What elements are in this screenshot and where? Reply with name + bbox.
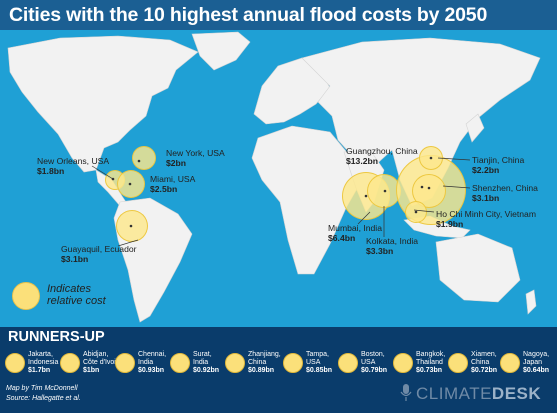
credit-source: Source: Hallegatte et al. (6, 395, 81, 402)
runner-up-bubble (60, 353, 80, 373)
label-miami: Miami, USA $2.5bn (150, 174, 196, 194)
runner-up-item: Jakarta, Indonesia $1.7bn (5, 351, 58, 375)
credit-map: Map by Tim McDonnell (6, 385, 78, 392)
greenland-land (191, 31, 251, 71)
runner-up-item: Zhanjiang, China $0.89bn (225, 351, 281, 375)
runner-up-item: Xiamen, China $0.72bn (448, 351, 500, 375)
north-america-land (7, 35, 199, 173)
title-bar: Cities with the 10 highest annual flood … (0, 0, 557, 30)
runner-up-bubble (283, 353, 303, 373)
africa-land (251, 125, 363, 275)
runner-up-item: Bangkok, Thailand $0.73bn (393, 351, 445, 375)
bubble-new-york (132, 146, 156, 170)
label-new-york: New York, USA $2bn (166, 148, 225, 168)
runner-up-item: Boston, USA $0.79bn (338, 351, 390, 375)
label-shenzhen: Shenzhen, China $3.1bn (472, 183, 538, 203)
runner-up-item: Surat, India $0.92bn (170, 351, 222, 375)
runner-up-bubble (500, 353, 520, 373)
runners-up-title: RUNNERS-UP (8, 329, 105, 345)
label-tianjin: Tianjin, China $2.2bn (472, 155, 525, 175)
runner-up-bubble (170, 353, 190, 373)
credits: Map by Tim McDonnell Source: Hallegatte … (6, 384, 81, 404)
runner-up-item: Abidjan, Côte d'Ivoire $1bn (60, 351, 122, 375)
runner-up-bubble (448, 353, 468, 373)
runner-up-item: Tampa, USA $0.85bn (283, 351, 335, 375)
label-new-orleans: New Orleans, USA $1.8bn (37, 156, 110, 176)
brand-logo: CLIMATEDESK (416, 384, 542, 403)
runner-up-bubble (393, 353, 413, 373)
runner-up-item: Chennai, India $0.93bn (115, 351, 167, 375)
microphone-icon (400, 384, 412, 401)
label-guayaquil: Guayaquil, Ecuador $3.1bn (61, 244, 137, 264)
legend-line-1: Indicates (47, 283, 92, 295)
australia-land (435, 233, 521, 303)
runner-up-bubble (5, 353, 25, 373)
runner-up-bubble (225, 353, 245, 373)
label-guangzhou: Guangzhou, China $13.2bn (346, 146, 418, 166)
runner-up-bubble (338, 353, 358, 373)
label-kolkata: Kolkata, India $3.3bn (366, 236, 419, 256)
label-mumbai: Mumbai, India $6.4bn (328, 223, 382, 243)
legend-line-2: relative cost (47, 295, 106, 307)
runner-up-item: Nagoya, Japan $0.64bn (500, 351, 552, 375)
label-ho-chi-minh: Ho Chi Minh City, Vietnam $1.9bn (436, 209, 536, 229)
runner-up-bubble (115, 353, 135, 373)
footer (0, 377, 557, 413)
page-title: Cities with the 10 highest annual flood … (9, 4, 488, 26)
japan-land (465, 113, 485, 143)
legend-bubble (12, 282, 40, 310)
new-zealand-land (525, 289, 537, 315)
legend-label: Indicates relative cost (47, 283, 106, 307)
